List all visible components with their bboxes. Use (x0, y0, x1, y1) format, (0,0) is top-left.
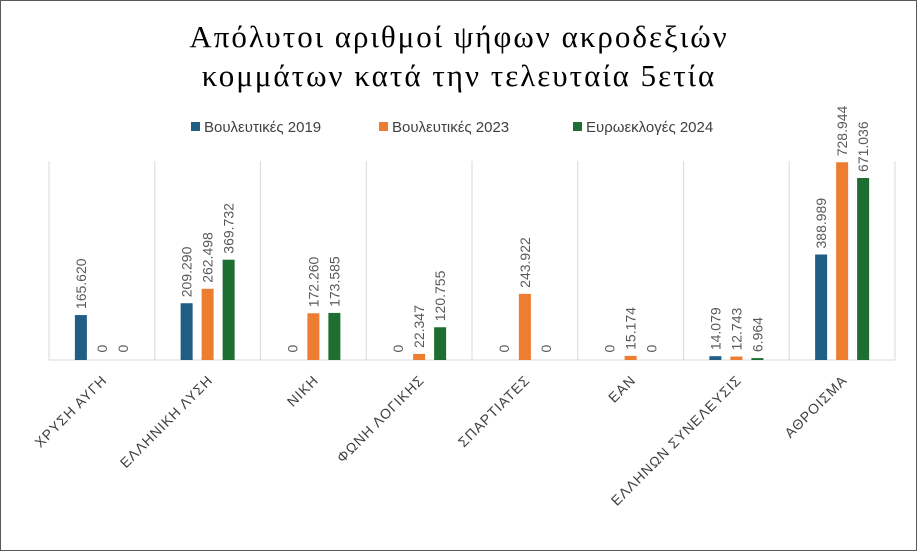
bar (74, 315, 87, 360)
legend-label-3: Ευρωεκλογές 2024 (586, 119, 713, 136)
data-label: 0 (496, 345, 512, 353)
legend-label-2: Βουλευτικές 2023 (392, 119, 509, 136)
chart-title-line-2: κομμάτων κατά την τελευταία 5ετία (202, 58, 717, 93)
bars (74, 162, 870, 360)
bar (751, 358, 764, 360)
data-label: 369.732 (221, 203, 237, 254)
data-label: 0 (115, 345, 131, 353)
bar (222, 259, 235, 360)
bar (624, 355, 637, 360)
data-label: 0 (538, 345, 554, 353)
category-label: ΦΩΝΗ ΛΟΓΙΚΗΣ (333, 372, 427, 466)
data-label: 0 (644, 345, 660, 353)
bar (518, 293, 531, 360)
category-label: ΣΠΑΡΤΙΑΤΕΣ (455, 372, 533, 450)
bar (836, 162, 849, 360)
data-label: 0 (602, 345, 618, 353)
bar (413, 353, 426, 360)
data-label: 388.989 (813, 198, 829, 249)
category-labels: ΧΡΥΣΗ ΑΥΓΗ ΕΛΛΗΝΙΚΗ ΛΥΣΗ ΝΙΚΗ ΦΩΝΗ ΛΟΓΙΚΗΣ Σ… (31, 372, 850, 509)
data-label: 12.743 (728, 308, 744, 351)
bar (815, 254, 828, 360)
bar (709, 356, 722, 360)
data-label: 14.079 (707, 307, 723, 350)
data-label: 262.498 (200, 232, 216, 283)
bar (857, 177, 870, 360)
gridlines (48, 161, 896, 361)
data-label: 120.755 (432, 270, 448, 321)
data-label: 0 (94, 345, 110, 353)
data-label: 209.290 (179, 246, 195, 297)
bar (328, 312, 341, 360)
data-label: 173.585 (326, 256, 342, 307)
data-label: 671.036 (855, 121, 871, 172)
data-label: 172.260 (305, 256, 321, 307)
bar (730, 356, 743, 360)
legend-swatch-2 (379, 122, 388, 131)
legend-label-1: Βουλευτικές 2019 (204, 119, 321, 136)
chart-title-line-1: Απόλυτοι αριθμοί ψήφων ακροδεξιών (189, 19, 728, 54)
bar (307, 313, 320, 360)
category-label: ΕΑΝ (605, 372, 639, 406)
data-label: 0 (284, 345, 300, 353)
category-label: ΧΡΥΣΗ ΑΥΓΗ (31, 372, 110, 451)
bar (201, 288, 214, 360)
legend: Βουλευτικές 2019 Βουλευτικές 2023 Ευρωεκλο… (191, 119, 713, 136)
data-label: 728.944 (834, 105, 850, 156)
legend-swatch-1 (191, 122, 200, 131)
category-label: ΝΙΚΗ (284, 372, 322, 410)
bar (180, 303, 193, 360)
bar (434, 327, 447, 360)
category-label: ΕΛΛΗΝΙΚΗ ΛΥΣΗ (117, 372, 216, 471)
data-label: 0 (390, 345, 406, 353)
category-label: ΑΘΡΟΙΣΜΑ (781, 372, 850, 441)
data-label: 6.964 (749, 317, 765, 352)
data-label: 243.922 (517, 237, 533, 288)
data-label: 165.620 (73, 258, 89, 309)
data-label: 22.347 (411, 305, 427, 348)
legend-swatch-3 (573, 122, 582, 131)
data-label: 15.174 (623, 307, 639, 350)
